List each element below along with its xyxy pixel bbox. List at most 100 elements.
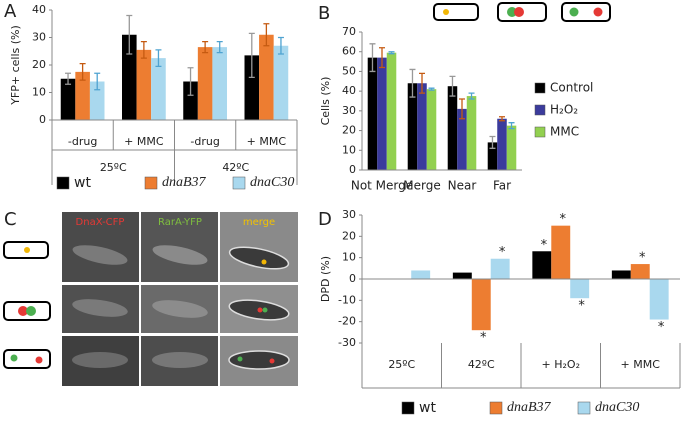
legend-label: Control — [550, 81, 593, 95]
x-tick-label: Near — [448, 179, 477, 193]
bar — [197, 47, 213, 120]
y-tick-label: 20 — [342, 124, 356, 137]
bar — [452, 272, 472, 279]
significance-mark: * — [480, 331, 487, 346]
error-bar — [202, 40, 209, 54]
bar — [183, 81, 198, 120]
y-tick-label: 70 — [342, 25, 356, 38]
legend-swatch — [144, 176, 158, 190]
error-bar — [499, 116, 505, 122]
bar — [122, 34, 137, 120]
bar — [411, 270, 431, 279]
y-tick-label: 0 — [349, 272, 356, 285]
channel-label: merge — [243, 217, 275, 228]
bar — [136, 49, 152, 120]
error-bar — [489, 135, 496, 149]
legend-swatch — [534, 126, 546, 138]
y-tick-label: -10 — [338, 293, 356, 306]
y-tick-label: 0 — [39, 113, 46, 126]
bar — [386, 52, 397, 171]
channel-label: RarA-YFP — [158, 217, 202, 228]
y-tick-label: 10 — [342, 251, 356, 264]
bar — [611, 270, 631, 279]
error-bar — [126, 14, 133, 55]
error-bar — [277, 36, 284, 55]
x-tick-label: + MMC — [621, 358, 661, 371]
legend-label: dnaB37 — [162, 175, 207, 190]
y-tick-label: 40 — [342, 84, 356, 97]
bar — [377, 57, 387, 170]
y-axis-title: Cells (%) — [319, 77, 332, 126]
error-bar — [155, 49, 162, 68]
error-bar — [468, 92, 475, 100]
bar — [457, 108, 467, 170]
y-tick-label: -30 — [338, 336, 356, 349]
panel-letter: D — [318, 209, 332, 230]
y-tick-label: 10 — [342, 143, 356, 156]
legend-swatch — [232, 176, 246, 190]
panel-letter: A — [4, 1, 17, 22]
legend-swatch — [489, 401, 503, 415]
error-bar — [187, 67, 194, 96]
x-tick-label: + MMC — [247, 135, 287, 148]
bar — [447, 86, 458, 170]
y-tick-label: 20 — [32, 58, 46, 71]
significance-mark: * — [578, 299, 585, 314]
error-bar — [263, 23, 270, 47]
error-bar — [94, 72, 101, 91]
group-label: 42ºC — [222, 161, 249, 174]
x-tick-label: + H₂O₂ — [542, 358, 580, 371]
bar — [426, 89, 437, 170]
error-bar — [79, 62, 86, 81]
bar — [497, 118, 507, 170]
bar — [506, 125, 517, 170]
x-tick-label: -drug — [190, 135, 219, 148]
bar — [487, 142, 498, 170]
legend-label: dnaB37 — [507, 400, 552, 415]
significance-mark: * — [560, 212, 567, 227]
error-bar — [248, 32, 255, 79]
legend-swatch — [534, 82, 546, 94]
legend-swatch — [577, 401, 591, 415]
y-axis-title: YFP+ cells (%) — [9, 25, 22, 106]
y-tick-label: 30 — [342, 208, 356, 221]
bar — [417, 83, 427, 170]
error-bar — [419, 72, 425, 94]
error-bar — [459, 98, 465, 120]
bar — [407, 83, 418, 170]
bar — [259, 34, 274, 120]
legend-swatch — [534, 104, 546, 116]
bar — [367, 57, 378, 170]
legend-label: MMC — [550, 125, 579, 139]
bar — [630, 264, 650, 279]
error-bar — [216, 40, 223, 54]
significance-mark: * — [639, 251, 646, 266]
schematic-icons — [3, 2, 611, 369]
x-tick-label: 25ºC — [388, 358, 415, 371]
y-tick-label: 0 — [349, 163, 356, 176]
error-bar — [369, 43, 376, 73]
error-bar — [65, 72, 72, 85]
legend-swatch — [56, 176, 70, 190]
bar — [60, 78, 76, 120]
micrographs: DnaX-CFP RarA-YFP merge — [62, 212, 298, 386]
error-bar — [379, 47, 385, 69]
bar — [244, 55, 260, 120]
x-tick-label: 42ºC — [468, 358, 495, 371]
significance-mark: * — [499, 245, 506, 260]
legend-label: dnaC30 — [250, 175, 294, 190]
y-tick-label: 40 — [32, 3, 46, 16]
error-bar — [388, 51, 395, 55]
bar — [490, 258, 510, 279]
y-tick-label: -20 — [338, 315, 356, 328]
group-label: 25ºC — [100, 161, 127, 174]
significance-mark: * — [541, 238, 548, 253]
y-tick-label: 60 — [342, 45, 356, 58]
bar — [273, 45, 289, 120]
legend-swatch — [401, 401, 415, 415]
bar — [532, 251, 552, 279]
bar — [570, 279, 590, 299]
channel-label: DnaX-CFP — [76, 217, 125, 228]
x-tick-label: Merge — [403, 179, 440, 193]
